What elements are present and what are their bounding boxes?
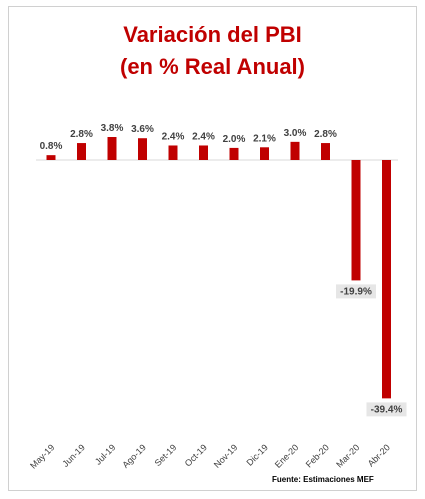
tick-label-Ago-19: Ago-19: [120, 442, 148, 470]
bar-Ene-20: [290, 141, 300, 160]
tick-label-Dic-19: Dic-19: [244, 442, 269, 467]
bar-May-19: [46, 155, 56, 160]
tick-label-Mar-20: Mar-20: [334, 442, 361, 469]
bar-Abr-20: [382, 160, 391, 399]
data-label-Abr-20: -39.4%: [371, 404, 403, 415]
bar-Feb-20: [321, 143, 330, 160]
tick-label-Nov-19: Nov-19: [212, 442, 240, 470]
tick-label-Oct-19: Oct-19: [183, 442, 209, 468]
bar-Jul-19: [107, 137, 117, 160]
tick-label-Set-19: Set-19: [153, 442, 179, 468]
data-label-Oct-19: 2.4%: [192, 131, 215, 142]
tick-label-Jun-19: Jun-19: [60, 442, 87, 469]
data-label-Nov-19: 2.0%: [223, 134, 246, 145]
chart-frame: [8, 6, 417, 491]
data-label-Mar-20: -19.9%: [340, 286, 372, 297]
tick-label-Jul-19: Jul-19: [93, 442, 117, 466]
bar-Set-19: [168, 145, 178, 160]
data-label-Jul-19: 3.8%: [101, 123, 124, 134]
bar-Mar-20: [351, 160, 361, 281]
tick-label-May-19: May-19: [28, 442, 56, 470]
tick-label-Feb-20: Feb-20: [304, 442, 331, 469]
chart-subtitle: (en % Real Anual): [120, 54, 305, 79]
data-label-May-19: 0.8%: [40, 141, 63, 152]
data-label-Ago-19: 3.6%: [131, 124, 154, 135]
bar-Ago-19: [138, 138, 147, 160]
tick-label-Ene-20: Ene-20: [273, 442, 301, 470]
data-label-Set-19: 2.4%: [162, 131, 185, 142]
data-label-Feb-20: 2.8%: [314, 129, 337, 140]
data-label-bg-Abr-20: [366, 402, 407, 417]
bar-Jun-19: [77, 143, 86, 160]
bar-Oct-19: [199, 145, 208, 160]
data-label-Ene-20: 3.0%: [284, 128, 307, 139]
chart-title: Variación del PBI: [123, 22, 302, 47]
tick-label-Abr-20: Abr-20: [366, 442, 392, 468]
data-label-Dic-19: 2.1%: [253, 133, 276, 144]
bar-Nov-19: [229, 147, 239, 160]
bar-Dic-19: [260, 147, 269, 160]
data-label-bg-Mar-20: [336, 284, 376, 299]
source-note: Fuente: Estimaciones MEF: [272, 475, 374, 484]
data-label-Jun-19: 2.8%: [70, 129, 93, 140]
